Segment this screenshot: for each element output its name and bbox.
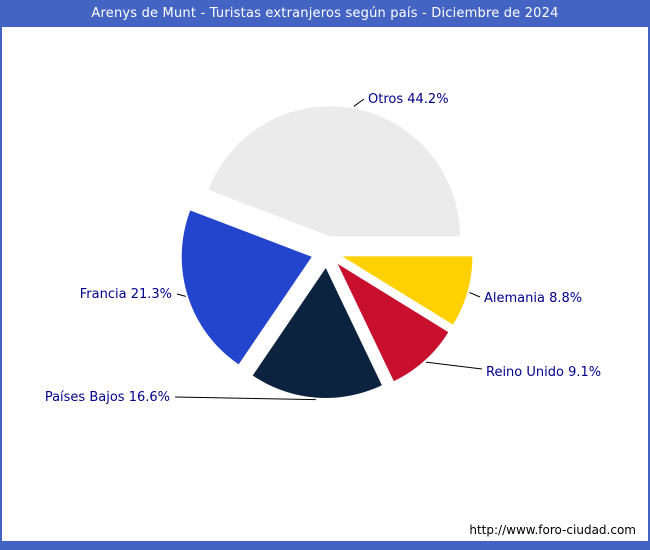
slice-label: Francia 21.3%: [80, 287, 172, 302]
leader-line: [425, 361, 483, 370]
pie-slice-reino-unido: [337, 263, 449, 382]
leader-line: [469, 291, 481, 298]
slice-label: Otros 44.2%: [368, 92, 449, 107]
pie-slice-francia: [181, 210, 312, 365]
watermark-url: http://www.foro-ciudad.com: [469, 523, 636, 537]
slice-label: Alemania 8.8%: [484, 291, 582, 306]
pie-slice-otros: [208, 106, 460, 237]
chart-title: Arenys de Munt - Turistas extranjeros se…: [2, 0, 648, 27]
leader-line: [174, 396, 316, 401]
slice-label: Países Bajos 16.6%: [45, 390, 170, 405]
pie-slice-alemania: [342, 256, 473, 325]
slice-label: Reino Unido 9.1%: [486, 365, 601, 380]
bottom-bar: [2, 541, 648, 550]
leader-line: [176, 293, 186, 297]
leader-line: [353, 98, 365, 107]
pie-slice-paises-bajos: [252, 267, 382, 398]
